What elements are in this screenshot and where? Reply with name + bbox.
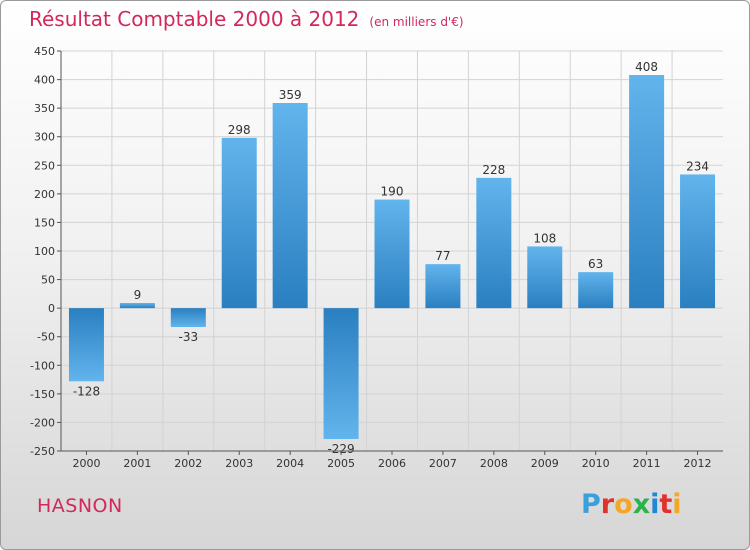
logo-letter: x xyxy=(632,489,651,520)
y-tick-label: 300 xyxy=(34,131,55,144)
bars: -128 9 -33 298 359 -229 190 77 228 108 63 408 234 xyxy=(68,60,716,456)
y-tick-label: -250 xyxy=(30,445,55,458)
bar-2011 xyxy=(629,75,665,309)
data-label: 77 xyxy=(435,249,450,263)
x-tick-label: 2009 xyxy=(531,457,559,470)
x-tick-label: 2003 xyxy=(225,457,253,470)
x-tick-label: 2002 xyxy=(174,457,202,470)
data-label: 228 xyxy=(482,163,505,177)
y-tick-label: 350 xyxy=(34,102,55,115)
y-tick-label: 150 xyxy=(34,216,55,229)
bar-2000 xyxy=(68,308,104,382)
title-unit: (en milliers d'€) xyxy=(369,15,464,29)
y-tick-label: 50 xyxy=(41,274,55,287)
logo-letter: r xyxy=(600,489,615,520)
bar-2001 xyxy=(119,303,155,309)
bar-2010 xyxy=(578,272,614,309)
y-tick-label: 400 xyxy=(34,74,55,87)
bar-2008 xyxy=(476,177,512,309)
x-tick-label: 2011 xyxy=(633,457,661,470)
logo-letter: i xyxy=(650,489,660,520)
data-label: 9 xyxy=(134,288,142,302)
data-label: 63 xyxy=(588,257,603,271)
data-label: 298 xyxy=(228,123,251,137)
bar-2002 xyxy=(170,308,206,327)
logo-letter: o xyxy=(614,489,633,520)
logo-letter: i xyxy=(672,489,682,520)
bar-2005 xyxy=(323,308,359,439)
chart-title: Résultat Comptable 2000 à 2012 (en millie… xyxy=(29,7,464,31)
y-tick-label: 450 xyxy=(34,45,55,58)
x-tick-label: 2006 xyxy=(378,457,406,470)
bar-2012 xyxy=(680,174,716,309)
y-tick-label: 100 xyxy=(34,245,55,258)
x-tick-label: 2012 xyxy=(684,457,712,470)
data-label: 108 xyxy=(533,231,556,245)
x-tick-label: 2007 xyxy=(429,457,457,470)
data-label: 234 xyxy=(686,159,709,173)
y-tick-label: -200 xyxy=(30,416,55,429)
proxiti-logo[interactable]: Proxiti xyxy=(581,489,682,520)
data-label: -33 xyxy=(179,330,199,344)
bar-2007 xyxy=(425,264,461,309)
bar-2009 xyxy=(527,246,563,309)
x-tick-label: 2000 xyxy=(72,457,100,470)
x-tick-label: 2001 xyxy=(123,457,151,470)
logo-letter: P xyxy=(581,489,601,520)
town-name: HASNON xyxy=(37,495,123,517)
x-axis-ticks: 2000 2001 2002 2003 2004 2005 2006 2007 2008 2009… xyxy=(72,451,712,470)
y-tick-label: 250 xyxy=(34,159,55,172)
y-tick-label: 200 xyxy=(34,188,55,201)
logo-letter: t xyxy=(659,489,673,520)
bar-2003 xyxy=(221,137,257,309)
data-label: -128 xyxy=(73,384,100,398)
title-text: Résultat Comptable 2000 à 2012 xyxy=(29,7,360,31)
x-tick-label: 2005 xyxy=(327,457,355,470)
x-tick-label: 2010 xyxy=(582,457,610,470)
y-tick-label: -50 xyxy=(37,331,55,344)
bar-2004 xyxy=(272,103,308,309)
data-label: 359 xyxy=(279,88,302,102)
y-tick-label: 0 xyxy=(48,302,55,315)
x-tick-label: 2008 xyxy=(480,457,508,470)
y-tick-label: -150 xyxy=(30,388,55,401)
bar-2006 xyxy=(374,199,410,309)
x-tick-label: 2004 xyxy=(276,457,304,470)
y-axis-ticks: -250 -200 -150 -100 -50 0 50 100 150 200 250 300 350… xyxy=(30,45,61,458)
data-label: 408 xyxy=(635,60,658,74)
axes xyxy=(60,51,723,452)
data-label: -229 xyxy=(327,442,354,456)
data-label: 190 xyxy=(381,185,404,199)
y-tick-label: -100 xyxy=(30,359,55,372)
